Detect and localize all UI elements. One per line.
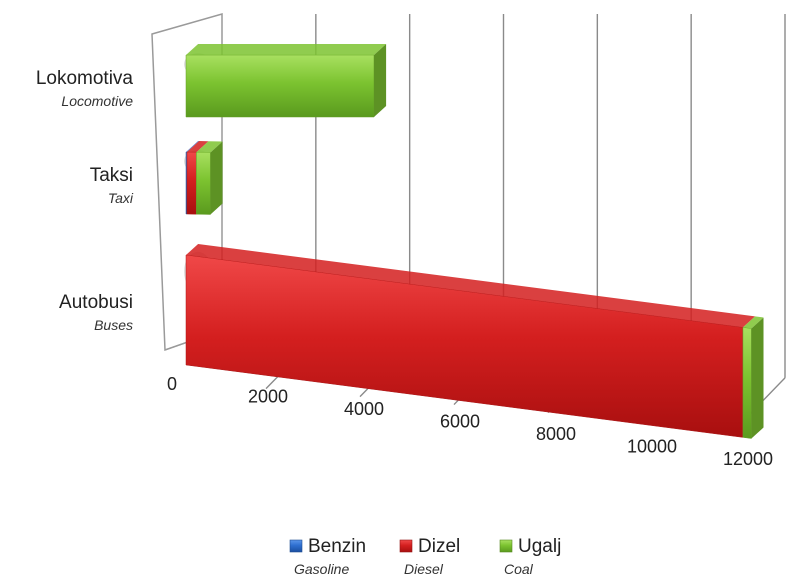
- category-label: Lokomotiva: [36, 68, 134, 89]
- bar-end-cap: [210, 141, 223, 215]
- legend-translation: Gasoline: [294, 561, 349, 577]
- x-tick-label: 0: [167, 374, 177, 394]
- x-tick-label: 8000: [536, 424, 576, 444]
- x-tick-label: 6000: [440, 412, 480, 432]
- bar-end-cap: [374, 44, 387, 117]
- category-translation: Locomotive: [61, 93, 133, 109]
- category-label: Taksi: [90, 165, 133, 186]
- x-tick-label: 2000: [248, 387, 288, 407]
- bar-segment-ugalj: [742, 327, 752, 439]
- bar-top-ugalj: [742, 316, 764, 329]
- x-tick-label: 12000: [723, 449, 773, 469]
- bars: [184, 44, 764, 439]
- x-axis-ticks: 0 2000 4000 6000 8000 10000 12000: [167, 374, 773, 469]
- bar-segment-dizel: [186, 151, 197, 215]
- category-label: Autobusi: [59, 292, 133, 313]
- legend-label: Benzin: [308, 536, 366, 557]
- legend: Benzin Gasoline Dizel Diesel Ugalj Coal: [289, 536, 561, 577]
- legend-swatch-dizel: [399, 539, 413, 553]
- category-translation: Buses: [94, 317, 133, 333]
- legend-translation: Diesel: [404, 561, 444, 577]
- category-translation: Taxi: [108, 190, 134, 206]
- bar-end-cap: [751, 317, 764, 439]
- bar-top-dizel: [186, 141, 209, 153]
- x-tick-label: 10000: [627, 437, 677, 457]
- legend-label: Ugalj: [518, 536, 561, 557]
- legend-swatch-benzin: [289, 539, 303, 553]
- bar-top-dizel: [186, 244, 756, 328]
- bar-top-ugalj: [196, 141, 223, 153]
- bar-top-benzin: [186, 141, 200, 153]
- bar-top-ugalj: [186, 44, 387, 55]
- bar-segment-ugalj: [185, 54, 375, 118]
- x-tick-label: 4000: [344, 399, 384, 419]
- legend-label: Dizel: [418, 536, 460, 557]
- legend-translation: Coal: [504, 561, 534, 577]
- bar-segment-ugalj: [196, 151, 211, 215]
- category-labels: Lokomotiva Locomotive Taksi Taxi Autobusi Bus…: [36, 68, 134, 333]
- legend-swatch-ugalj: [499, 539, 513, 553]
